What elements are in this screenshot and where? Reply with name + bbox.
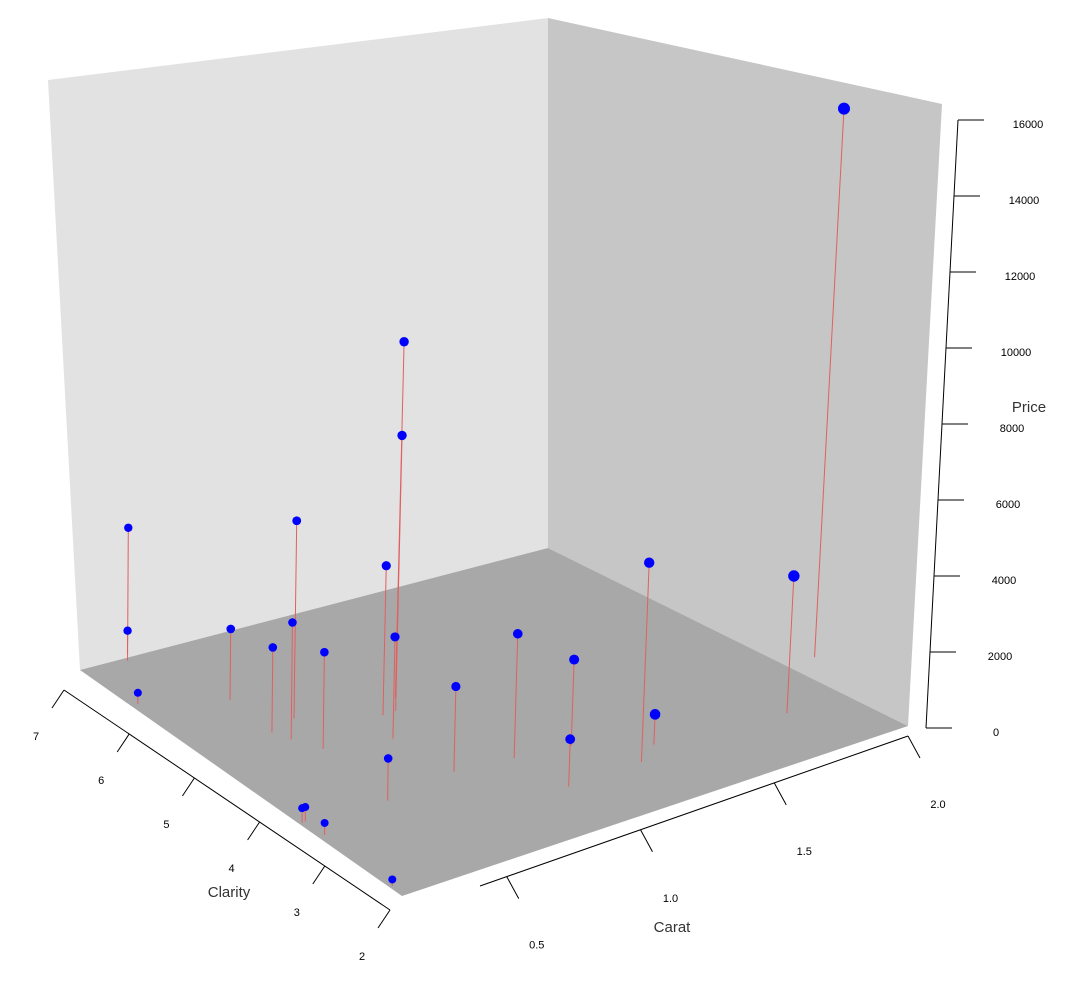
drop-line <box>513 633 519 759</box>
data-point <box>124 523 133 532</box>
clarity-tick-label-6: 6 <box>98 775 104 787</box>
clarity-tick-7 <box>51 689 65 709</box>
clarity-tick-2 <box>377 909 391 929</box>
side-wall <box>548 18 942 726</box>
drop-line <box>229 628 232 700</box>
price-tick-label-8000: 8000 <box>1000 423 1024 435</box>
clarity-tick-6 <box>116 733 130 753</box>
drop-line <box>127 527 129 661</box>
carat-tick-1.5 <box>773 782 787 806</box>
carat-tick-0.5 <box>506 876 520 899</box>
clarity-tick-label-2: 2 <box>359 951 365 963</box>
data-point <box>390 632 400 642</box>
data-point <box>226 624 236 634</box>
clarity-tick-label-4: 4 <box>229 863 235 875</box>
price-tick-label-0: 0 <box>993 727 999 739</box>
carat-tick-1.0 <box>640 829 653 852</box>
carat-axis-title: Carat <box>654 919 692 936</box>
carat-tick-label-1.0: 1.0 <box>663 893 678 905</box>
data-point <box>451 681 461 692</box>
data-point <box>320 647 329 657</box>
data-points <box>123 102 850 884</box>
price-tick-label-2000: 2000 <box>988 651 1012 663</box>
carat-tick-label-1.5: 1.5 <box>797 846 812 858</box>
carat-tick-label-0.5: 0.5 <box>529 940 544 952</box>
price-tick-label-14000: 14000 <box>1009 195 1040 207</box>
data-point <box>383 754 393 763</box>
axis-tick-labels: 7 6 5 4 3 2 0.5 1.0 1.5 2.0 0 2000 4000 6000 8000 10000… <box>33 119 1043 963</box>
data-point <box>788 570 800 582</box>
back-wall <box>48 18 548 670</box>
drop-line <box>387 758 389 801</box>
price-axis-title: Price <box>1012 399 1046 416</box>
data-point <box>837 102 850 115</box>
data-point <box>643 557 655 568</box>
clarity-axis-title: Clarity <box>208 884 251 901</box>
carat-tick-label-2.0: 2.0 <box>930 799 945 811</box>
data-point <box>292 516 302 526</box>
price-tick-label-16000: 16000 <box>1013 119 1044 131</box>
price-tick-label-10000: 10000 <box>1001 347 1032 359</box>
drop-line <box>640 562 650 763</box>
data-point <box>288 618 297 627</box>
clarity-tick-label-7: 7 <box>33 731 39 743</box>
data-point <box>399 337 409 347</box>
drop-line <box>392 636 396 739</box>
drop-line <box>322 652 325 749</box>
carat-axis-line <box>479 735 909 887</box>
data-point <box>569 654 580 665</box>
drop-line <box>453 686 457 772</box>
carat-tick-2.0 <box>907 735 921 759</box>
data-point <box>512 628 523 639</box>
drop-line <box>382 565 387 716</box>
floor <box>80 548 908 896</box>
data-point <box>565 734 576 745</box>
data-point <box>388 875 397 884</box>
clarity-tick-3 <box>312 865 326 885</box>
clarity-tick-label-3: 3 <box>294 907 300 919</box>
drop-line <box>271 647 274 733</box>
price-tick-label-4000: 4000 <box>992 575 1016 587</box>
clarity-tick-5 <box>181 777 195 797</box>
drop-line <box>568 739 571 787</box>
data-point <box>649 709 661 720</box>
drop-line <box>786 575 795 714</box>
clarity-tick-label-5: 5 <box>163 819 169 831</box>
drop-line <box>290 622 293 740</box>
data-point <box>298 804 307 813</box>
clarity-axis-line <box>63 689 391 911</box>
clarity-tick-4 <box>247 821 261 841</box>
price-tick-label-12000: 12000 <box>1005 271 1036 283</box>
data-point <box>133 688 142 697</box>
data-point <box>381 561 391 571</box>
price-tick-label-6000: 6000 <box>996 499 1020 511</box>
data-point <box>320 818 329 827</box>
data-point <box>268 643 278 652</box>
data-point <box>123 626 132 635</box>
drop-line <box>570 659 575 746</box>
axis-ticks <box>51 119 984 929</box>
data-point <box>397 430 407 441</box>
drop-line <box>814 108 845 658</box>
